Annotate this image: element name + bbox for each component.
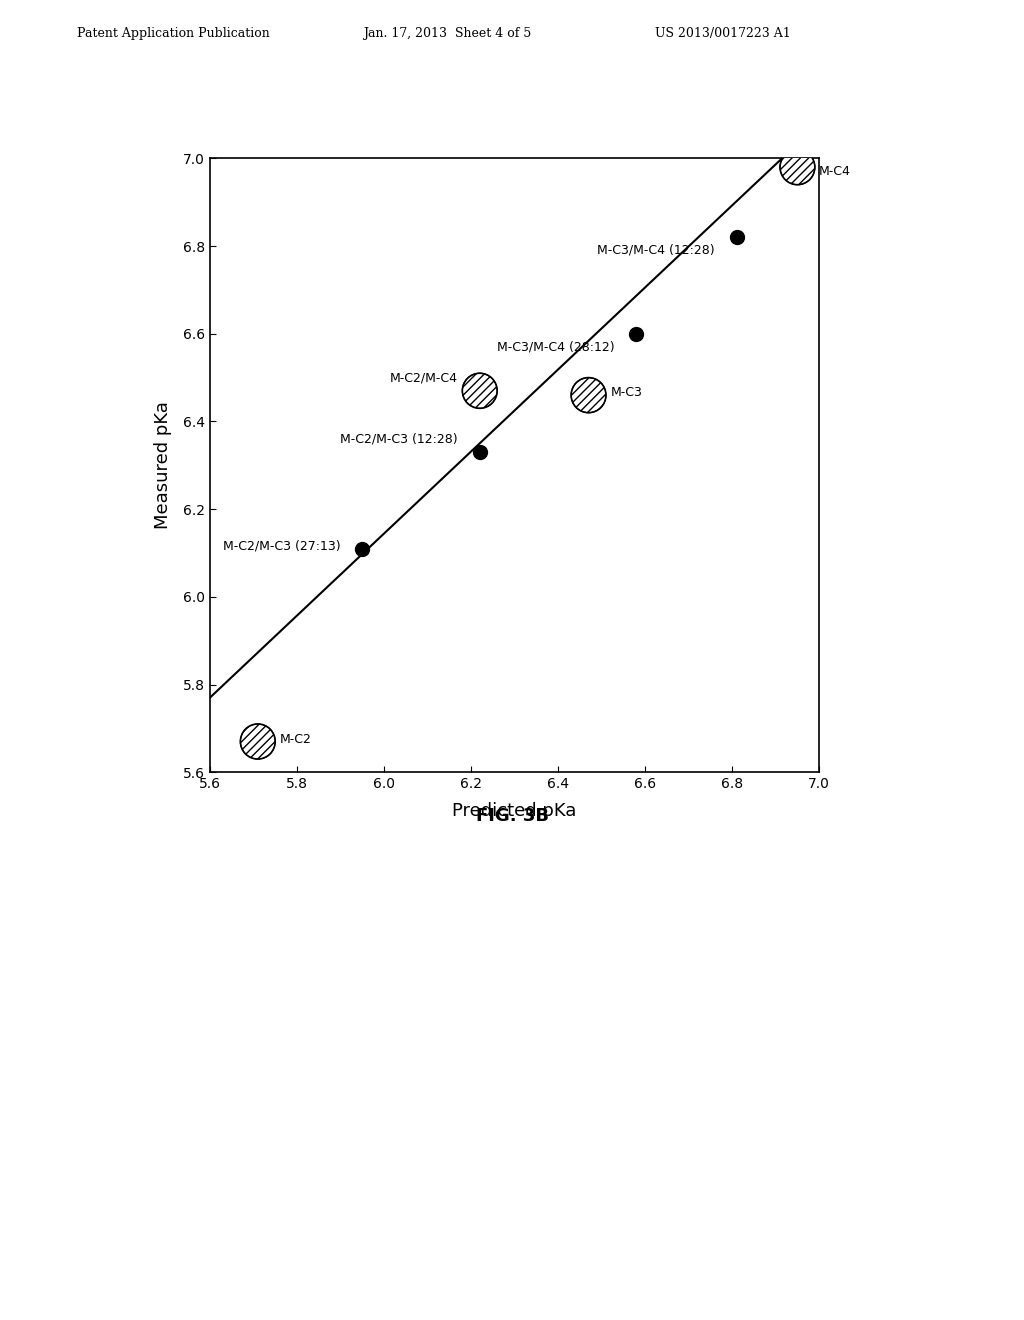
Y-axis label: Measured pKa: Measured pKa	[154, 401, 172, 529]
Text: Jan. 17, 2013  Sheet 4 of 5: Jan. 17, 2013 Sheet 4 of 5	[364, 26, 531, 40]
Text: M-C3/M-C4 (12:28): M-C3/M-C4 (12:28)	[597, 244, 715, 257]
Text: Patent Application Publication: Patent Application Publication	[77, 26, 269, 40]
Text: M-C2/M-C3 (12:28): M-C2/M-C3 (12:28)	[340, 433, 458, 446]
Text: M-C3: M-C3	[610, 387, 642, 400]
Text: M-C3/M-C4 (28:12): M-C3/M-C4 (28:12)	[497, 341, 614, 354]
Text: M-C4: M-C4	[819, 165, 851, 178]
Circle shape	[780, 149, 815, 185]
X-axis label: Predicted pKa: Predicted pKa	[453, 803, 577, 820]
Text: FIG. 3B: FIG. 3B	[475, 807, 549, 825]
Text: US 2013/0017223 A1: US 2013/0017223 A1	[655, 26, 792, 40]
Circle shape	[241, 723, 275, 759]
Text: M-C2/M-C4: M-C2/M-C4	[390, 371, 458, 384]
Text: M-C2: M-C2	[280, 733, 311, 746]
Circle shape	[463, 374, 498, 408]
Text: M-C2/M-C3 (27:13): M-C2/M-C3 (27:13)	[223, 540, 341, 553]
Circle shape	[571, 378, 606, 413]
